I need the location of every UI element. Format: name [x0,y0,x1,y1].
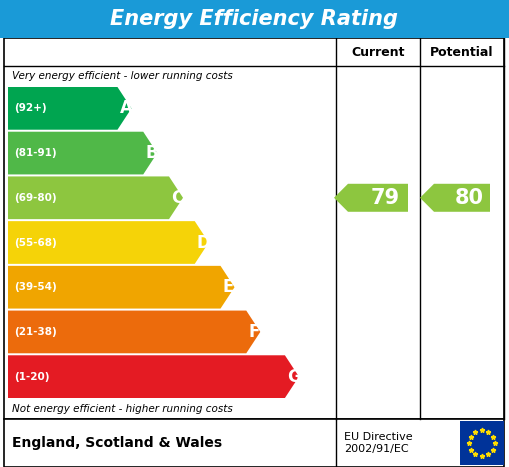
Polygon shape [8,355,299,398]
Text: (21-38): (21-38) [14,327,56,337]
Text: 79: 79 [371,188,400,208]
Polygon shape [8,266,235,309]
Text: F: F [248,323,260,341]
Text: Not energy efficient - higher running costs: Not energy efficient - higher running co… [12,404,233,414]
Polygon shape [8,132,157,175]
Text: 80: 80 [455,188,484,208]
Text: A: A [120,99,132,117]
Text: G: G [287,368,301,386]
Text: (81-91): (81-91) [14,148,56,158]
Bar [460,421,504,465]
Polygon shape [334,184,408,212]
Bar [0,0,509,38]
Text: Very energy efficient - lower running costs: Very energy efficient - lower running co… [12,71,233,81]
Polygon shape [8,311,260,354]
Polygon shape [8,221,209,264]
Text: EU Directive
2002/91/EC: EU Directive 2002/91/EC [344,432,413,454]
Text: England, Scotland & Wales: England, Scotland & Wales [12,436,222,450]
Text: C: C [171,189,183,207]
Text: Energy Efficiency Rating: Energy Efficiency Rating [110,9,399,29]
Text: (69-80): (69-80) [14,193,56,203]
Text: Potential: Potential [430,45,494,58]
Text: B: B [145,144,158,162]
Polygon shape [8,177,183,219]
Polygon shape [420,184,490,212]
Text: Current: Current [351,45,405,58]
Text: E: E [222,278,234,296]
Text: (92+): (92+) [14,103,47,113]
Bar [4,38,504,419]
Polygon shape [8,87,131,130]
Text: (39-54): (39-54) [14,282,56,292]
Bar [4,419,504,467]
Text: D: D [197,234,211,252]
Text: (1-20): (1-20) [14,372,49,382]
Text: (55-68): (55-68) [14,238,56,248]
